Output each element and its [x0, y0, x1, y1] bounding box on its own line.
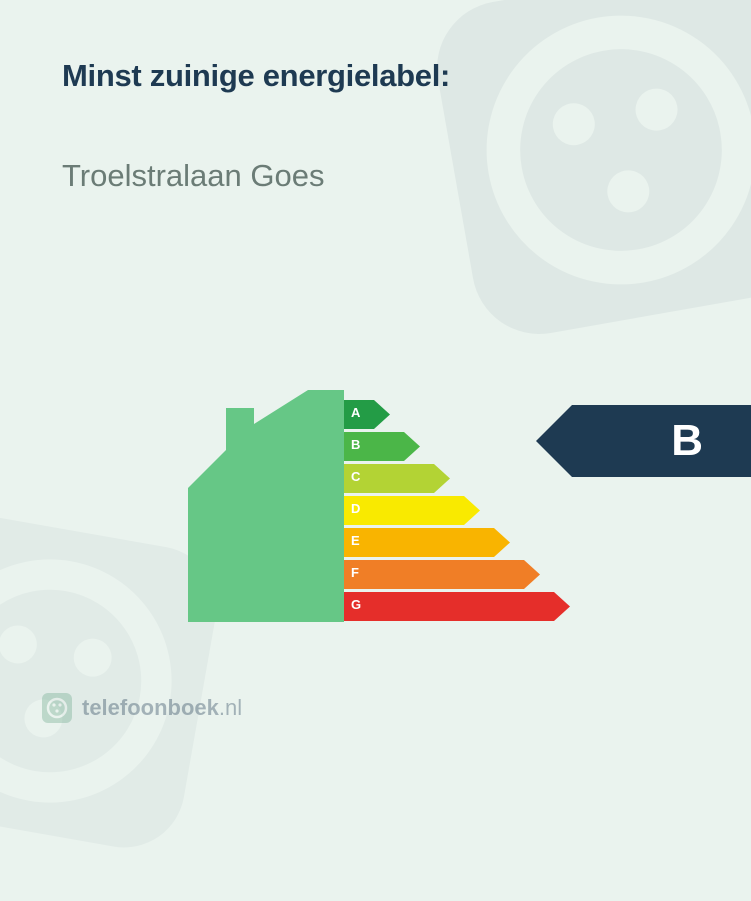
footer-brand-bold: telefoonboek [82, 695, 219, 720]
rating-badge: B [536, 405, 751, 477]
rating-badge-letter: B [671, 416, 703, 466]
energy-label-chart: A B C D E F G B [0, 352, 751, 672]
energy-bar-letter: A [351, 405, 360, 420]
footer-brand-light: .nl [219, 695, 242, 720]
energy-bar-letter: E [351, 533, 360, 548]
energy-bar-letter: B [351, 437, 360, 452]
energy-bar-letter: C [351, 469, 360, 484]
house-icon [188, 390, 344, 622]
footer: telefoonboek.nl [42, 693, 242, 723]
energy-bar-letter: D [351, 501, 360, 516]
header-block: Minst zuinige energielabel: Troelstralaa… [0, 0, 751, 194]
page-title: Minst zuinige energielabel: [62, 58, 689, 94]
energy-bar-letter: F [351, 565, 359, 580]
energy-bar-letter: G [351, 597, 361, 612]
telefoonboek-logo-icon [42, 693, 72, 723]
footer-brand: telefoonboek.nl [82, 695, 242, 721]
page-subtitle: Troelstralaan Goes [62, 158, 689, 194]
